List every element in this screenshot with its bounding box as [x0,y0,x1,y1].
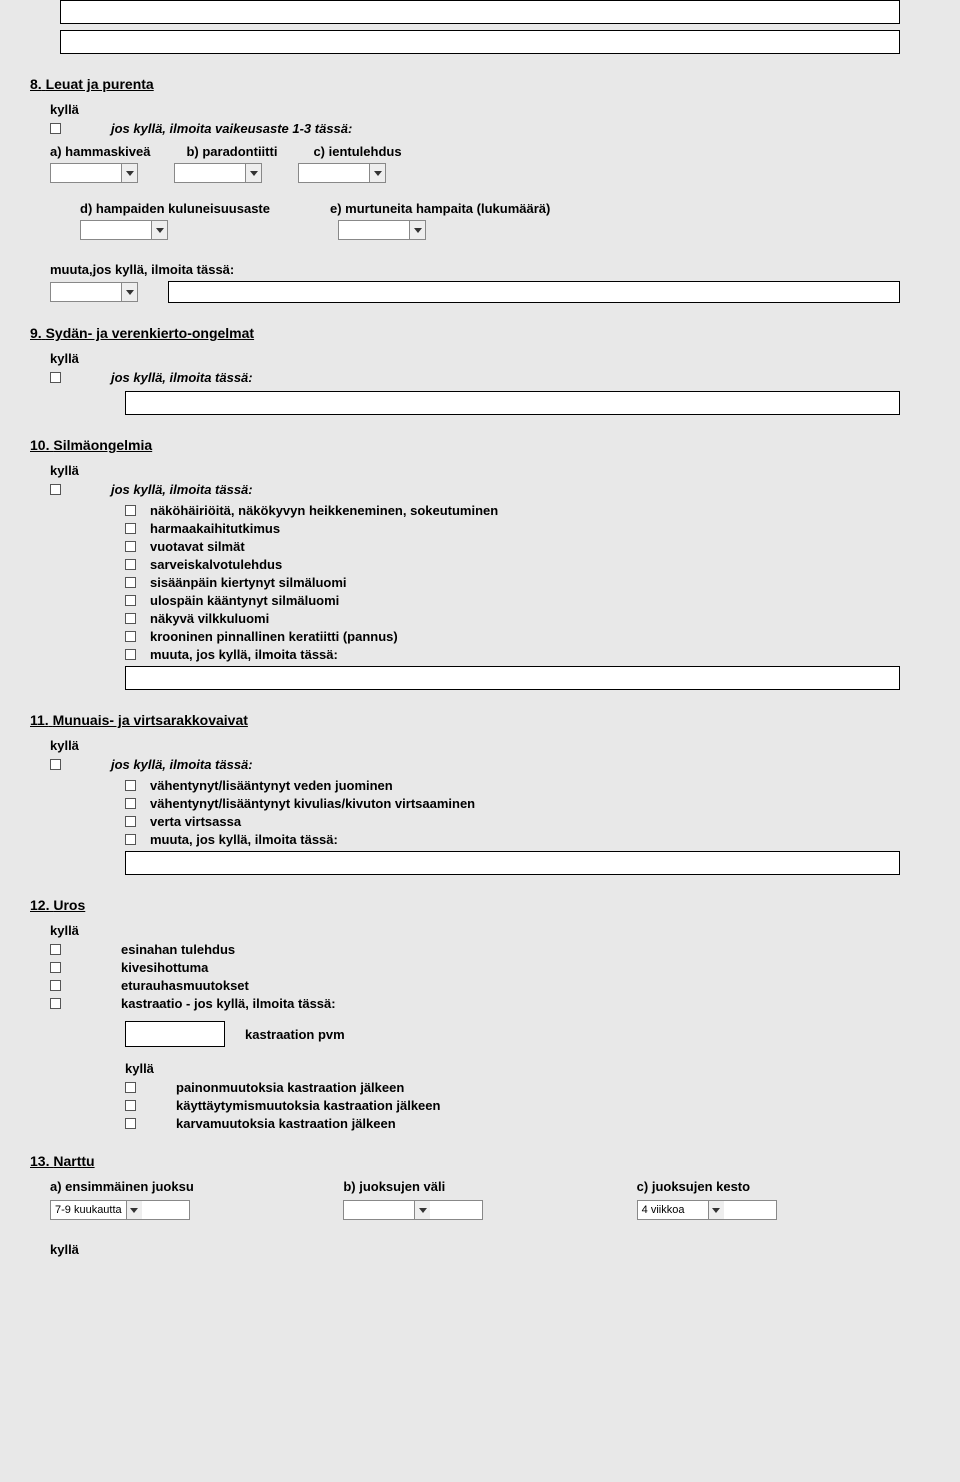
s10-kylla-label: kyllä [50,463,930,478]
s11-opt-label-0: vähentynyt/lisääntynyt veden juominen [150,778,393,793]
s13-label-a: a) ensimmäinen juoksu [50,1179,343,1194]
s11-opt-checkbox-0[interactable] [125,780,136,791]
s12-opt-label-1: kivesihottuma [121,960,208,975]
s11-kylla-checkbox[interactable] [50,759,61,770]
s10-opt-label-7: krooninen pinnallinen keratiitti (pannus… [150,629,398,644]
s8-label-e: e) murtuneita hampaita (lukumäärä) [330,201,550,216]
s10-opt-label-4: sisäänpäin kiertynyt silmäluomi [150,575,347,590]
s8-dropdown-b[interactable] [174,163,262,183]
s10-opt-label-3: sarveiskalvotulehdus [150,557,282,572]
s12-sub-kylla-label: kyllä [125,1061,930,1076]
s12-opt-label-0: esinahan tulehdus [121,942,235,957]
text-input-top-2[interactable] [60,30,900,54]
section-8-title: 8. Leuat ja purenta [30,76,930,92]
s8-muut-dropdown[interactable] [50,282,138,302]
s8-dropdown-a[interactable] [50,163,138,183]
s11-opt-checkbox-1[interactable] [125,798,136,809]
s11-opt-label-3: muuta, jos kyllä, ilmoita tässä: [150,832,338,847]
section-12-title: 12. Uros [30,897,930,913]
text-input-top-1[interactable] [60,0,900,24]
s8-dropdown-d[interactable] [80,220,168,240]
chevron-down-icon [245,164,261,182]
s12-opt-label-3: kastraatio - jos kyllä, ilmoita tässä: [121,996,336,1011]
section-10-title: 10. Silmäongelmia [30,437,930,453]
s10-kylla-checkbox[interactable] [50,484,61,495]
s10-opt-label-1: harmaakaihitutkimus [150,521,280,536]
section-9-title: 9. Sydän- ja verenkierto-ongelmat [30,325,930,341]
s13-label-c: c) juoksujen kesto [637,1179,930,1194]
s13-label-b: b) juoksujen väli [343,1179,636,1194]
s10-opt-checkbox-5[interactable] [125,595,136,606]
s10-opt-checkbox-4[interactable] [125,577,136,588]
s12-subopt-checkbox-2[interactable] [125,1118,136,1129]
section-13-title: 13. Narttu [30,1153,930,1169]
s10-opt-label-5: ulospäin kääntynyt silmäluomi [150,593,339,608]
chevron-down-icon [414,1201,430,1219]
s13-dropdown-b[interactable] [343,1200,483,1220]
s10-opt-checkbox-1[interactable] [125,523,136,534]
s11-opt-checkbox-3[interactable] [125,834,136,845]
s12-opt-checkbox-0[interactable] [50,944,61,955]
s8-muut-label: muuta,jos kyllä, ilmoita tässä: [50,262,930,277]
s12-opt-checkbox-1[interactable] [50,962,61,973]
chevron-down-icon [151,221,167,239]
s12-subopt-checkbox-0[interactable] [125,1082,136,1093]
s13-dropdown-c[interactable]: 4 viikkoa [637,1200,777,1220]
s9-kylla-checkbox[interactable] [50,372,61,383]
chevron-down-icon [121,164,137,182]
s11-opt-label-1: vähentynyt/lisääntynyt kivulias/kivuton … [150,796,475,811]
s12-subopt-label-2: karvamuutoksia kastraation jälkeen [176,1116,396,1131]
s10-prompt: jos kyllä, ilmoita tässä: [111,482,253,497]
chevron-down-icon [126,1201,142,1219]
s10-opt-checkbox-8[interactable] [125,649,136,660]
s11-muut-input[interactable] [125,851,900,875]
s12-subopt-label-0: painonmuutoksia kastraation jälkeen [176,1080,404,1095]
s8-prompt: jos kyllä, ilmoita vaikeusaste 1-3 tässä… [111,121,352,136]
s11-opt-label-2: verta virtsassa [150,814,241,829]
s12-kast-pvm-label: kastraation pvm [245,1027,345,1042]
s10-opt-label-2: vuotavat silmät [150,539,245,554]
chevron-down-icon [708,1201,724,1219]
s11-kylla-label: kyllä [50,738,930,753]
s10-opt-checkbox-6[interactable] [125,613,136,624]
s11-prompt: jos kyllä, ilmoita tässä: [111,757,253,772]
s11-opt-checkbox-2[interactable] [125,816,136,827]
s10-opt-checkbox-3[interactable] [125,559,136,570]
s8-label-d: d) hampaiden kuluneisuusaste [80,201,270,216]
s12-subopt-label-1: käyttäytymismuutoksia kastraation jälkee… [176,1098,440,1113]
s10-opt-label-0: näköhäiriöitä, näkökyvyn heikkeneminen, … [150,503,498,518]
s10-opt-checkbox-7[interactable] [125,631,136,642]
chevron-down-icon [121,283,137,301]
s9-input[interactable] [125,391,900,415]
s10-muut-input[interactable] [125,666,900,690]
s13-dropdown-a[interactable]: 7-9 kuukautta [50,1200,190,1220]
s13-kylla-label: kyllä [50,1242,930,1257]
chevron-down-icon [409,221,425,239]
s10-opt-label-8: muuta, jos kyllä, ilmoita tässä: [150,647,338,662]
s8-kylla-checkbox[interactable] [50,123,61,134]
s8-dropdown-e[interactable] [338,220,426,240]
s12-kastraatio-date-input[interactable] [125,1021,225,1047]
s12-kylla-label: kyllä [50,923,930,938]
s8-label-a: a) hammaskiveä [50,144,150,159]
s10-opt-checkbox-0[interactable] [125,505,136,516]
s10-opt-label-6: näkyvä vilkkuluomi [150,611,269,626]
s8-label-b: b) paradontiitti [186,144,277,159]
s9-kylla-label: kyllä [50,351,930,366]
section-11-title: 11. Munuais- ja virtsarakkovaivat [30,712,930,728]
s12-opt-label-2: eturauhasmuutokset [121,978,249,993]
s12-opt-checkbox-3[interactable] [50,998,61,1009]
s12-subopt-checkbox-1[interactable] [125,1100,136,1111]
s8-muut-input[interactable] [168,281,900,303]
s8-kylla-label: kyllä [50,102,930,117]
s10-opt-checkbox-2[interactable] [125,541,136,552]
s9-prompt: jos kyllä, ilmoita tässä: [111,370,253,385]
s8-dropdown-c[interactable] [298,163,386,183]
s8-label-c: c) ientulehdus [313,144,401,159]
s12-opt-checkbox-2[interactable] [50,980,61,991]
chevron-down-icon [369,164,385,182]
